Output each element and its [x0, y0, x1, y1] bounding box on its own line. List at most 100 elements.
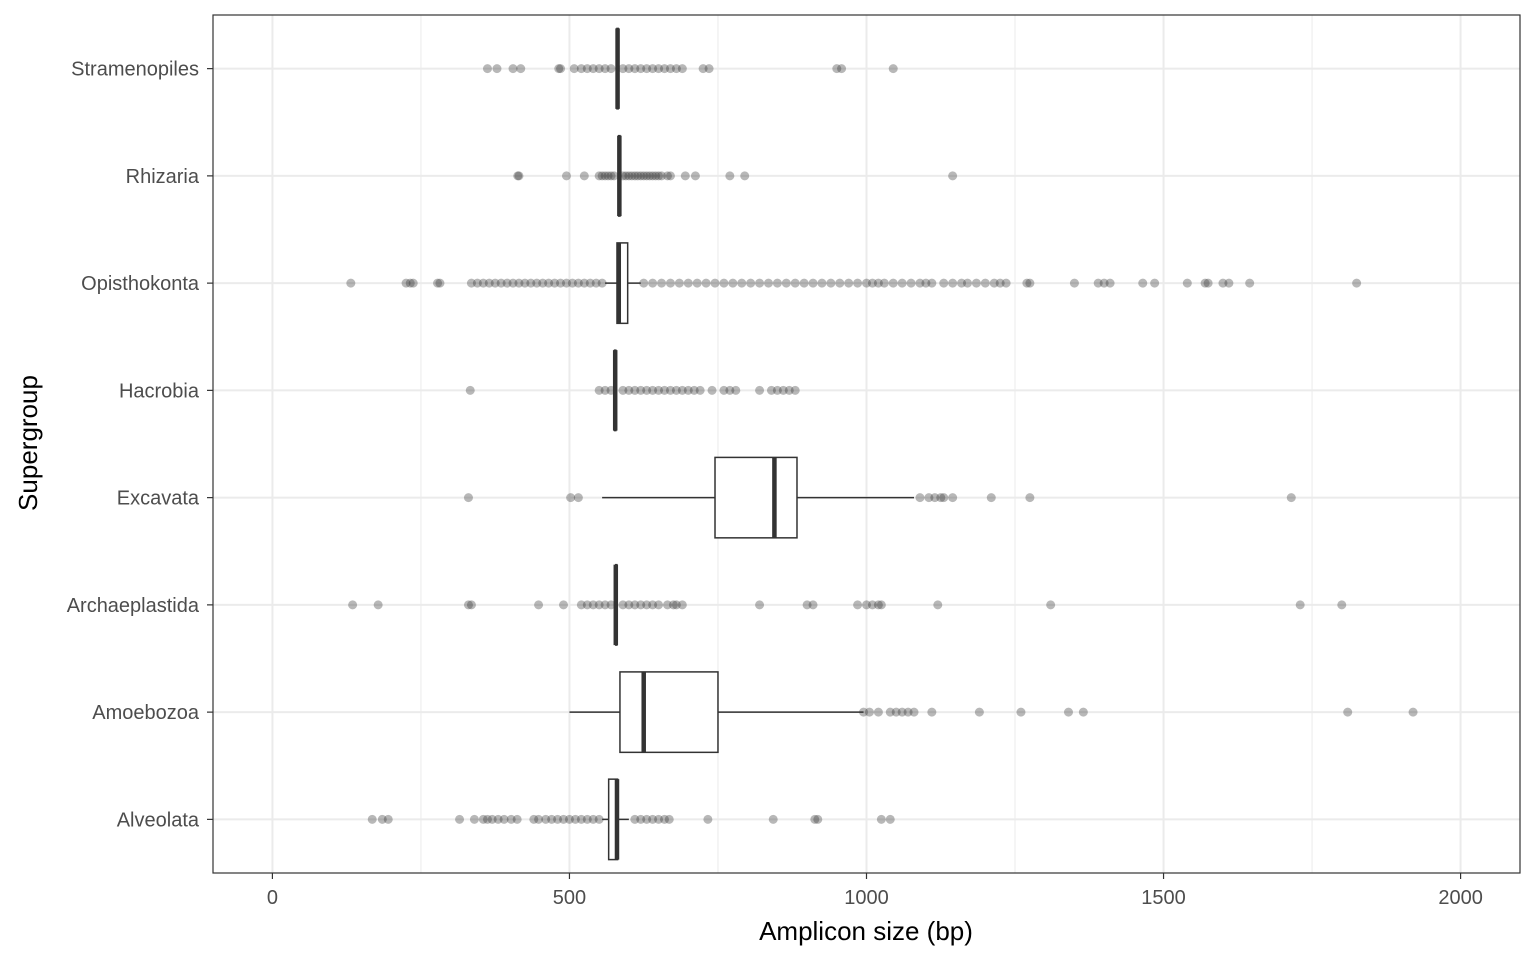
outlier-point — [597, 171, 607, 181]
outlier-point — [957, 278, 967, 288]
outlier-point — [466, 600, 476, 610]
outlier-point — [648, 814, 658, 824]
y-tick-label: Stramenopiles — [71, 59, 199, 81]
outlier-point — [651, 171, 661, 181]
y-tick-label: Opisthokonta — [81, 273, 200, 295]
outlier-point — [588, 814, 598, 824]
outlier-point — [962, 278, 972, 288]
outlier-points — [346, 64, 1418, 824]
outlier-point — [933, 600, 943, 610]
outlier-point — [553, 814, 563, 824]
outlier-point — [405, 278, 415, 288]
outlier-point — [1069, 278, 1079, 288]
outlier-point — [618, 64, 628, 74]
outlier-point — [566, 493, 576, 503]
outlier-point — [576, 600, 586, 610]
outlier-point — [671, 600, 681, 610]
outlier-point — [1218, 278, 1228, 288]
outlier-point — [550, 278, 560, 288]
outlier-point — [502, 278, 512, 288]
outlier-point — [472, 278, 482, 288]
outlier-point — [597, 278, 607, 288]
outlier-point — [995, 278, 1005, 288]
outlier-point — [859, 707, 869, 717]
outlier-point — [799, 278, 809, 288]
outlier-point — [348, 600, 358, 610]
outlier-point — [591, 278, 601, 288]
outlier-point — [766, 385, 776, 395]
outlier-point — [813, 814, 823, 824]
boxplot-alveolata — [602, 778, 629, 861]
outlier-point — [516, 64, 526, 74]
outlier-point — [1138, 278, 1148, 288]
outlier-point — [534, 600, 544, 610]
boxplot-opisthokonta — [605, 242, 641, 325]
outlier-point — [630, 171, 640, 181]
outliers-rhizaria — [513, 171, 958, 181]
outlier-point — [810, 814, 820, 824]
outlier-point — [657, 278, 667, 288]
outlier-point — [529, 814, 539, 824]
outlier-point — [701, 278, 711, 288]
outlier-point — [633, 171, 643, 181]
outlier-point — [630, 814, 640, 824]
outlier-point — [737, 278, 747, 288]
outlier-point — [654, 171, 664, 181]
outlier-point — [465, 385, 475, 395]
outlier-point — [514, 171, 524, 181]
outlier-point — [746, 278, 756, 288]
outlier-point — [618, 600, 628, 610]
outlier-point — [645, 171, 655, 181]
gridlines — [213, 15, 1520, 873]
outlier-point — [1025, 278, 1035, 288]
outlier-point — [948, 171, 958, 181]
outlier-point — [1408, 707, 1418, 717]
outlier-point — [654, 385, 664, 395]
outlier-point — [677, 600, 687, 610]
y-tick-label: Rhizaria — [126, 166, 200, 188]
y-tick-label: Excavata — [117, 488, 200, 510]
outlier-point — [600, 385, 610, 395]
outlier-point — [891, 707, 901, 717]
outlier-point — [888, 64, 898, 74]
outlier-point — [556, 64, 566, 74]
outlier-point — [1337, 600, 1347, 610]
outlier-point — [1245, 278, 1255, 288]
outlier-point — [1105, 278, 1115, 288]
outlier-point — [660, 64, 670, 74]
outliers-opisthokonta — [346, 278, 1362, 288]
outlier-point — [927, 278, 937, 288]
outlier-point — [654, 64, 664, 74]
outlier-point — [564, 814, 574, 824]
y-axis: Alveolata Amoebozoa Archaeplastida Excavata… — [67, 59, 213, 831]
outlier-point — [606, 385, 616, 395]
outlier-point — [980, 278, 990, 288]
y-tick-label: Alveolata — [117, 809, 200, 831]
outlier-point — [636, 385, 646, 395]
outlier-point — [668, 600, 678, 610]
outlier-point — [579, 171, 589, 181]
outlier-point — [648, 600, 658, 610]
outliers-stramenopiles — [482, 64, 898, 74]
outlier-point — [683, 278, 693, 288]
outlier-point — [1295, 600, 1305, 610]
outlier-point — [639, 278, 649, 288]
outlier-point — [680, 171, 690, 181]
outlier-point — [567, 278, 577, 288]
outlier-point — [582, 814, 592, 824]
outlier-point — [808, 278, 818, 288]
x-tick-label: 2000 — [1438, 887, 1483, 909]
outlier-point — [569, 64, 579, 74]
outlier-point — [677, 385, 687, 395]
outlier-point — [909, 707, 919, 717]
iqr-box — [619, 671, 719, 754]
outlier-point — [674, 278, 684, 288]
boxplot-rhizaria — [617, 134, 622, 217]
y-axis-title: Supergroup — [13, 375, 43, 511]
outlier-point — [755, 600, 765, 610]
outlier-point — [781, 278, 791, 288]
outlier-point — [662, 171, 672, 181]
outlier-point — [594, 171, 604, 181]
boxplot-marks — [569, 27, 915, 861]
